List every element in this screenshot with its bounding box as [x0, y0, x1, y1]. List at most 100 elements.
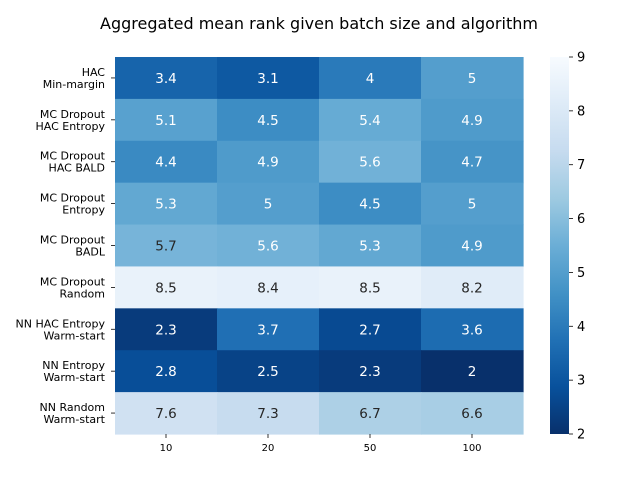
cell-value-label: 8.2: [461, 280, 482, 296]
colorbar-gradient: [550, 57, 569, 434]
heatmap-cell: [319, 182, 422, 226]
cell-value-label: 5.4: [359, 113, 380, 129]
heatmap-cell: [319, 224, 422, 268]
heatmap-cell: [421, 308, 524, 351]
cell-value-label: 4.5: [257, 113, 278, 129]
cell-value-label: 8.5: [359, 280, 380, 296]
colorbar-tick-label: 8: [577, 104, 585, 119]
cell-value-label: 4.9: [257, 155, 278, 171]
heatmap-cell: [319, 392, 422, 435]
cell-value-label: 5.3: [359, 239, 380, 255]
cell-value-label: 7.3: [257, 406, 278, 422]
heatmap-cell: [319, 98, 422, 142]
heatmap-cell: [115, 140, 218, 184]
heatmap-cell: [319, 266, 422, 309]
heatmap-cell: [115, 392, 218, 435]
heatmap-cell: [217, 224, 320, 268]
x-tick-label: 50: [364, 443, 377, 454]
x-tick-label: 10: [160, 443, 173, 454]
heatmap-cell: [421, 98, 524, 142]
heatmap-cell: [421, 392, 524, 435]
y-tick-label: HAC Min-margin: [43, 66, 106, 91]
cell-value-label: 3.1: [257, 71, 278, 87]
heatmap-cell: [421, 140, 524, 184]
y-tick-label: MC Dropout HAC Entropy: [35, 108, 105, 133]
heatmap-cell: [217, 350, 320, 393]
heatmap-cell: [217, 182, 320, 226]
colorbar-tick-label: 9: [577, 51, 585, 66]
heatmap-cell: [319, 350, 422, 393]
heatmap-cell: [421, 350, 524, 393]
cell-value-label: 5.6: [359, 155, 380, 171]
heatmap-cell: [319, 308, 422, 351]
y-tick-label: MC Dropout Entropy: [40, 192, 106, 217]
cell-value-label: 5: [468, 71, 477, 87]
heatmap-cell: [217, 308, 320, 351]
cell-value-label: 3.7: [257, 322, 278, 338]
heatmap-cells: 3.4 3.1 4 5 5.1 4.5 5.4 4.9 4.4 4.9 5.6 4.7 5.3 5 4.5 5…: [115, 57, 524, 435]
chart-title: Aggregated mean rank given batch size an…: [100, 14, 538, 33]
y-tick-label: MC Dropout Random: [40, 275, 106, 300]
colorbar-tick-label: 7: [577, 158, 585, 173]
heatmap-cell: [115, 182, 218, 226]
x-axis-labels: 10 20 50 100: [160, 434, 482, 454]
cell-value-label: 6.7: [359, 406, 380, 422]
cell-value-label: 2: [468, 364, 477, 380]
cell-value-label: 4: [366, 71, 375, 87]
heatmap-cell: [217, 57, 320, 100]
y-axis-labels: HAC Min-margin MC Dropout HAC Entropy MC Dro…: [16, 66, 115, 426]
heatmap-cell: [319, 57, 422, 100]
y-tick-label: NN HAC Entropy Warm-start: [16, 317, 106, 342]
cell-value-label: 3.6: [461, 322, 482, 338]
heatmap-cell: [115, 57, 218, 100]
heatmap-cell: [115, 98, 218, 142]
heatmap-cell: [421, 224, 524, 268]
cell-value-label: 5: [264, 197, 273, 213]
heatmap-cell: [217, 140, 320, 184]
cell-value-label: 4.5: [359, 197, 380, 213]
cell-value-label: 5.7: [155, 239, 176, 255]
y-tick-label: NN Entropy Warm-start: [42, 359, 105, 384]
cell-value-label: 6.6: [461, 406, 482, 422]
cell-value-label: 7.6: [155, 406, 176, 422]
colorbar-tick-label: 4: [577, 320, 585, 335]
heatmap-cell: [115, 224, 218, 268]
heatmap-cell: [115, 266, 218, 309]
cell-value-label: 2.3: [359, 364, 380, 380]
cell-value-label: 2.3: [155, 322, 176, 338]
cell-value-label: 4.9: [461, 239, 482, 255]
heatmap-cell: [421, 266, 524, 309]
cell-value-label: 2.5: [257, 364, 278, 380]
cell-value-label: 5.1: [155, 113, 176, 129]
cell-value-label: 4.4: [155, 155, 176, 171]
heatmap-cell: [421, 57, 524, 100]
cell-value-label: 4.7: [461, 155, 482, 171]
heatmap-cell: [217, 392, 320, 435]
y-tick-label: MC Dropout HAC BALD: [40, 150, 106, 175]
colorbar-tick-label: 6: [577, 212, 585, 227]
y-tick-label: MC Dropout BADL: [40, 234, 106, 259]
cell-value-label: 2.8: [155, 364, 176, 380]
heatmap-cell: [217, 98, 320, 142]
cell-value-label: 2.7: [359, 322, 380, 338]
cell-value-label: 8.5: [155, 280, 176, 296]
y-tick-label: NN Random Warm-start: [40, 401, 106, 426]
cell-value-label: 8.4: [257, 280, 278, 296]
cell-value-label: 5.3: [155, 197, 176, 213]
cell-value-label: 3.4: [155, 71, 176, 87]
heatmap-cell: [319, 140, 422, 184]
cell-value-label: 5: [468, 197, 477, 213]
heatmap-cell: [421, 182, 524, 226]
heatmap-cell: [115, 350, 218, 393]
colorbar: 2 3 4 5 6 7 8 9: [550, 51, 585, 443]
colorbar-tick-label: 3: [577, 374, 585, 389]
heatmap-cell: [115, 308, 218, 351]
cell-value-label: 4.9: [461, 113, 482, 129]
colorbar-tick-label: 5: [577, 266, 585, 281]
heatmap-cell: [217, 266, 320, 309]
x-tick-label: 20: [262, 443, 275, 454]
colorbar-tick-label: 2: [577, 428, 585, 443]
cell-value-label: 5.6: [257, 239, 278, 255]
x-tick-label: 100: [462, 443, 481, 454]
